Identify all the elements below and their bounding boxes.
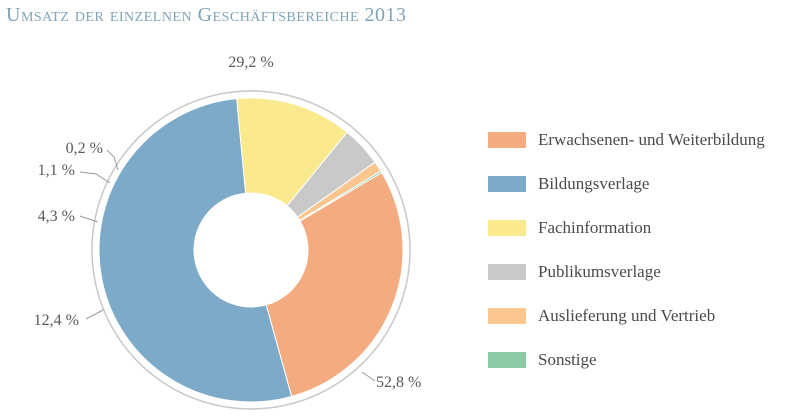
leader-line (79, 171, 111, 184)
data-labels-group: 29,2 % 52,8 % 12,4 % 4,3 % 1,1 % 0,2 % (34, 54, 422, 391)
legend-label: Sonstige (538, 350, 597, 369)
legend-item: Bildungsverlage (488, 162, 765, 206)
data-label: 29,2 % (228, 54, 273, 71)
legend-swatch (488, 264, 526, 280)
legend-item: Fachinformation (488, 206, 765, 250)
donut-hole (194, 193, 308, 307)
legend-label: Fachinformation (538, 218, 652, 237)
legend-swatch (488, 132, 526, 148)
legend-label: Bildungsverlage (538, 174, 650, 193)
leader-line (79, 215, 99, 223)
legend-label: Publikumsverlage (538, 262, 661, 281)
legend-swatch (488, 308, 526, 324)
legend-item: Erwachsenen- und Weiterbildung (488, 118, 765, 162)
legend-swatch (488, 176, 526, 192)
data-label: 52,8 % (376, 374, 421, 391)
data-label: 0,2 % (66, 140, 103, 157)
leader-line (85, 309, 104, 320)
outer-ring (91, 90, 411, 410)
data-label: 4,3 % (38, 208, 75, 225)
leader-line (361, 371, 376, 382)
legend-swatch (488, 352, 526, 368)
legend-label: Erwachsenen- und Weiterbildung (538, 130, 765, 149)
leader-line (106, 149, 119, 171)
legend: Erwachsenen- und Weiterbildung Bildungsv… (488, 118, 765, 382)
legend-item: Auslieferung und Vertrieb (488, 294, 765, 338)
legend-label: Auslieferung und Vertrieb (538, 306, 716, 325)
data-label: 1,1 % (38, 162, 75, 179)
leader-lines-group (79, 149, 376, 382)
legend-item: Publikumsverlage (488, 250, 765, 294)
data-label: 12,4 % (34, 312, 79, 329)
slices-group (98, 97, 404, 403)
chart-title: Umsatz der einzelnen Geschäftsbereiche 2… (6, 4, 407, 26)
legend-item: Sonstige (488, 338, 765, 382)
legend-swatch (488, 220, 526, 236)
